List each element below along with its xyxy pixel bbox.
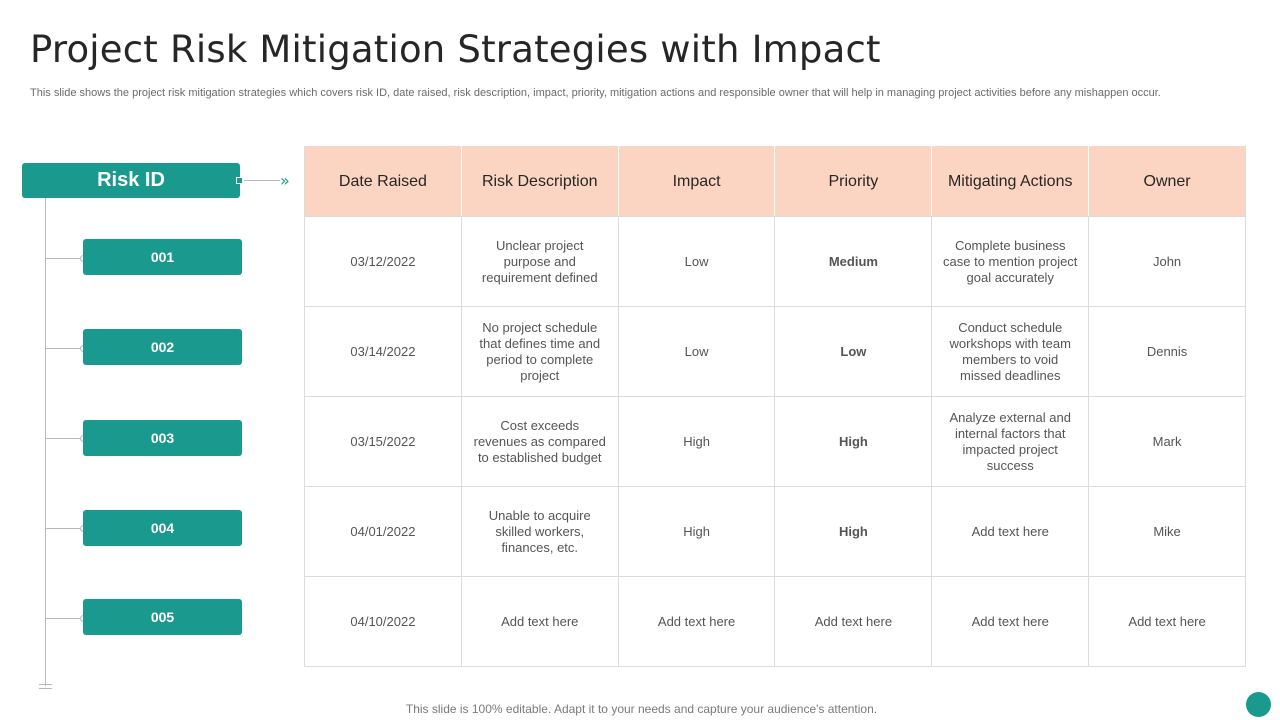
branch-line (45, 258, 83, 259)
column-header: Owner (1088, 145, 1246, 217)
page-title: Project Risk Mitigation Strategies with … (30, 28, 881, 71)
risk-id-header: Risk ID (22, 163, 240, 198)
vertical-timeline-line (45, 198, 46, 686)
table-row: 04/10/2022 Add text here Add text here A… (304, 576, 1246, 667)
risk-id-item: 004 (83, 510, 242, 546)
table-row: 03/14/2022 No project schedule that defi… (304, 306, 1246, 397)
table-row: 03/15/2022 Cost exceeds revenues as comp… (304, 396, 1246, 487)
owner-cell: John (1088, 216, 1246, 307)
column-header: Impact (617, 145, 776, 217)
impact-cell: Low (617, 216, 776, 307)
description-cell: Add text here (460, 576, 619, 667)
actions-cell: Add text here (931, 576, 1090, 667)
column-header: Risk Description (460, 145, 619, 217)
risk-id-item: 003 (83, 420, 242, 456)
page-subtitle: This slide shows the project risk mitiga… (30, 87, 1161, 99)
actions-cell: Conduct schedule workshops with team mem… (931, 306, 1090, 397)
priority-cell: Medium (774, 216, 933, 307)
branch-line (45, 618, 83, 619)
impact-cell: Add text here (617, 576, 776, 667)
date-cell: 03/12/2022 (304, 216, 462, 307)
footer-note: This slide is 100% editable. Adapt it to… (405, 702, 878, 716)
connector-dot (236, 177, 243, 184)
table-row: 03/12/2022 Unclear project purpose and r… (304, 216, 1246, 307)
actions-cell: Complete business case to mention projec… (931, 216, 1090, 307)
impact-cell: Low (617, 306, 776, 397)
table-header-row: Date Raised Risk Description Impact Prio… (304, 145, 1246, 217)
owner-cell: Add text here (1088, 576, 1246, 667)
connector-line (244, 180, 280, 181)
timeline-end-mark (39, 688, 52, 689)
priority-cell: Add text here (774, 576, 933, 667)
chevron-right-icon: » (280, 171, 290, 190)
risk-id-item: 005 (83, 599, 242, 635)
owner-cell: Mark (1088, 396, 1246, 487)
priority-cell: Low (774, 306, 933, 397)
date-cell: 03/14/2022 (304, 306, 462, 397)
owner-cell: Dennis (1088, 306, 1246, 397)
description-cell: Unclear project purpose and requirement … (460, 216, 619, 307)
description-cell: Unable to acquire skilled workers, finan… (460, 486, 619, 577)
column-header: Mitigating Actions (931, 145, 1090, 217)
branch-line (45, 528, 83, 529)
table-row: 04/01/2022 Unable to acquire skilled wor… (304, 486, 1246, 577)
risk-table: Date Raised Risk Description Impact Prio… (304, 145, 1246, 667)
column-header: Date Raised (304, 145, 462, 217)
column-header: Priority (774, 145, 933, 217)
branch-line (45, 348, 83, 349)
description-cell: No project schedule that defines time an… (460, 306, 619, 397)
impact-cell: High (617, 396, 776, 487)
corner-decoration (1246, 692, 1271, 717)
risk-id-item: 002 (83, 329, 242, 365)
timeline-end-mark (39, 684, 52, 685)
owner-cell: Mike (1088, 486, 1246, 577)
date-cell: 04/01/2022 (304, 486, 462, 577)
impact-cell: High (617, 486, 776, 577)
branch-line (45, 438, 83, 439)
date-cell: 04/10/2022 (304, 576, 462, 667)
description-cell: Cost exceeds revenues as compared to est… (460, 396, 619, 487)
date-cell: 03/15/2022 (304, 396, 462, 487)
actions-cell: Add text here (931, 486, 1090, 577)
priority-cell: High (774, 486, 933, 577)
actions-cell: Analyze external and internal factors th… (931, 396, 1090, 487)
priority-cell: High (774, 396, 933, 487)
risk-id-item: 001 (83, 239, 242, 275)
